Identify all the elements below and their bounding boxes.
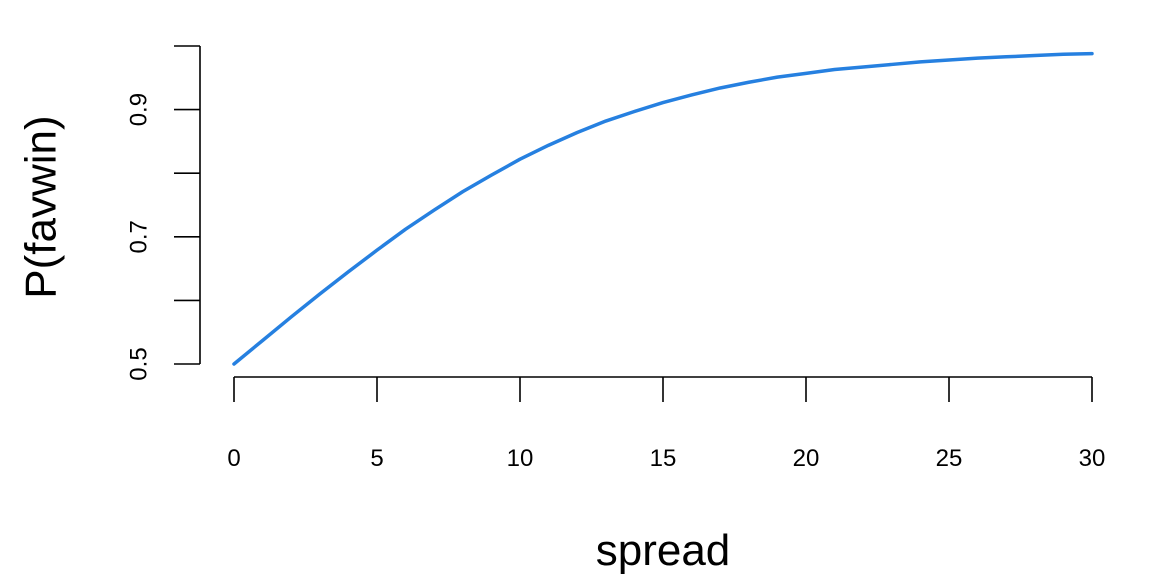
x-axis: 0 5 10 15 20 25 30 bbox=[227, 376, 1106, 472]
x-tick-label: 30 bbox=[1079, 445, 1106, 472]
y-tick-label: 0.7 bbox=[125, 220, 152, 253]
x-tick-label: 15 bbox=[650, 445, 677, 472]
x-tick-label: 5 bbox=[370, 445, 383, 472]
y-axis-title: P(favwin) bbox=[16, 115, 65, 298]
x-tick-label: 10 bbox=[507, 445, 534, 472]
y-tick-label: 0.9 bbox=[125, 93, 152, 126]
plot-area bbox=[232, 51, 1094, 366]
series-line bbox=[232, 51, 1094, 366]
x-tick-label: 20 bbox=[793, 445, 820, 472]
x-tick-label: 0 bbox=[227, 445, 240, 472]
x-tick-label: 25 bbox=[936, 445, 963, 472]
x-axis-title: spread bbox=[596, 526, 731, 575]
y-axis: 0.5 0.7 0.9 bbox=[125, 45, 201, 381]
y-tick-label: 0.5 bbox=[125, 347, 152, 380]
